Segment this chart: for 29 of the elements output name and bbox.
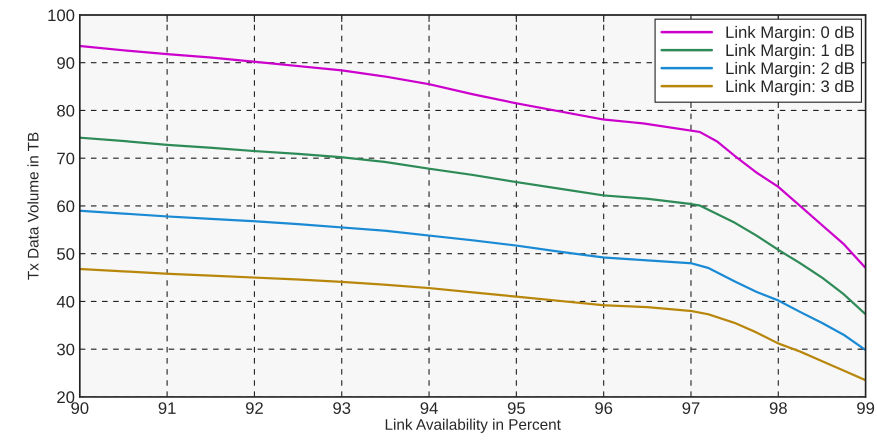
y-tick-label: 80: [57, 104, 74, 117]
y-tick-label: 30: [57, 344, 74, 356]
y-tick-label: 40: [56, 296, 74, 308]
legend-label: Link Margin: 2 dB: [726, 62, 854, 78]
y-tick-label: 90: [57, 57, 74, 69]
x-tick-label: 91: [158, 402, 176, 414]
x-tick-label: 90: [71, 402, 88, 414]
y-tick-label: 100: [48, 9, 74, 22]
line-series: [80, 136, 866, 316]
legend-label: Link Margin: 3 dB: [726, 80, 854, 96]
y-tick-label: 60: [57, 200, 74, 212]
y-tick-label: 20: [57, 391, 74, 404]
x-tick-label: 95: [508, 402, 525, 414]
legend-label: Link Margin: 0 dB: [726, 26, 854, 42]
legend-label: Link Margin: 1 dB: [726, 44, 854, 60]
line-series: [80, 268, 866, 382]
y-tick-label: 50: [57, 248, 74, 260]
x-tick-label: 92: [246, 402, 263, 414]
x-tick-label: 98: [770, 402, 787, 414]
x-tick-label: 99: [857, 402, 874, 414]
x-tick-label: 94: [420, 402, 438, 414]
x-tick-label: 96: [595, 402, 612, 414]
y-axis-title: Tx Data Volume in TB: [27, 132, 39, 280]
x-tick-label: 97: [682, 402, 700, 414]
y-tick-label: 70: [57, 152, 74, 164]
line-series: [80, 210, 866, 352]
x-tick-label: 93: [333, 402, 350, 414]
x-axis-title: Link Availability in Percent: [386, 418, 561, 433]
line-series: [80, 44, 866, 270]
